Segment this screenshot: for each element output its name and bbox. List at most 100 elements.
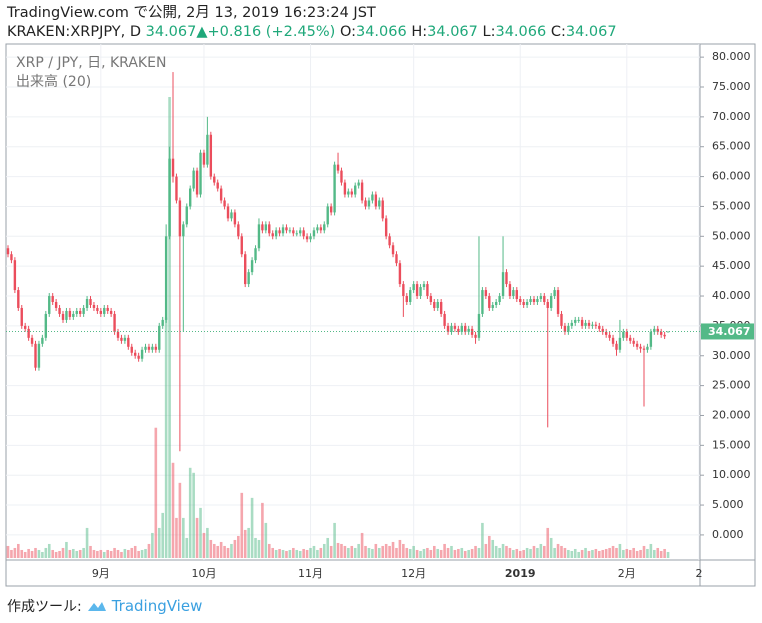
candle-body [608, 334, 611, 338]
volume-bar [188, 467, 192, 558]
candle-body [646, 346, 649, 350]
ohlc-label: O: [339, 24, 356, 40]
candle-body [498, 296, 501, 302]
volume-bar [415, 549, 419, 558]
candle-body [116, 331, 120, 338]
candle-body [409, 290, 412, 302]
volume-bar [553, 547, 556, 558]
volume-bar [237, 535, 240, 558]
volume-bar [216, 545, 220, 558]
volume-bar [147, 543, 151, 558]
candle-body [189, 188, 192, 207]
candle-body [209, 134, 213, 177]
volume-bar [426, 547, 429, 558]
volume-bar [247, 527, 250, 558]
candle-body [412, 284, 415, 291]
candle-body [219, 188, 223, 201]
volume-bar [463, 550, 467, 558]
y-tick-label: 50.000 [712, 229, 751, 242]
candle-body [323, 224, 326, 231]
candle-body [398, 263, 402, 285]
volume-bar [598, 550, 601, 558]
y-tick-label: 65.000 [712, 140, 751, 153]
volume-bar [281, 549, 285, 558]
candle-body [175, 176, 178, 201]
candle-body [161, 319, 164, 326]
candle-body [295, 233, 298, 235]
candle-body [381, 200, 384, 219]
y-tick-label: 40.000 [712, 289, 751, 302]
candle-body [474, 334, 477, 338]
candle-body [178, 200, 182, 237]
candle-body [642, 348, 646, 350]
volume-bar [23, 551, 27, 558]
x-tick-label: 2 [696, 567, 703, 580]
candle-body [34, 343, 37, 368]
volume-bar [178, 482, 182, 558]
candle-body [577, 319, 580, 321]
volume-bar [591, 549, 594, 558]
candle-body [594, 324, 598, 326]
volume-bar [350, 545, 354, 558]
candle-body [268, 224, 271, 234]
volume-bar [560, 545, 563, 558]
y-tick-label: 75.000 [712, 80, 751, 93]
candle-body [44, 313, 48, 338]
volume-bar [567, 549, 570, 558]
volume-bar [295, 549, 299, 558]
volume-bar [20, 549, 24, 558]
volume-bar [622, 549, 625, 558]
volume-bar [27, 548, 30, 558]
y-tick-label: 60.000 [712, 170, 751, 183]
volume-bar [102, 551, 106, 558]
candle-body [546, 302, 549, 308]
candle-body [501, 272, 505, 297]
volume-bar [522, 549, 525, 558]
volume-bar [6, 545, 10, 558]
candle-body [285, 227, 288, 231]
volume-bar [529, 548, 532, 558]
candle-body [13, 260, 17, 291]
candle-body [261, 224, 264, 231]
ohlc-value: 34.067 [565, 24, 617, 40]
candle-body [48, 296, 51, 314]
candle-body [130, 346, 133, 353]
candle-body [326, 206, 329, 225]
candle-body [384, 218, 388, 237]
volume-bar [30, 550, 34, 558]
volume-bar [319, 547, 323, 558]
candle-body [446, 325, 450, 332]
volume-bar [44, 547, 48, 558]
candle-body [429, 296, 433, 302]
candle-body [233, 212, 237, 225]
volume-bar [302, 548, 305, 558]
volume-bar [470, 548, 474, 558]
candle-body [278, 230, 281, 234]
candle-body [556, 290, 560, 314]
candle-body [250, 260, 254, 273]
volume-bar [563, 547, 567, 558]
candle-body [171, 158, 175, 177]
y-tick-label: 15.000 [712, 438, 751, 451]
volume-bar [508, 547, 512, 558]
volume-bar [429, 549, 433, 558]
candle-body [659, 331, 663, 335]
volume-bar [336, 542, 340, 558]
candle-body [415, 284, 419, 297]
volume-bar [206, 527, 209, 558]
candle-body [591, 324, 594, 326]
brand: TradingView [111, 597, 203, 615]
volume-bar [312, 545, 316, 558]
volume-bar [140, 549, 144, 558]
volume-bar [164, 317, 168, 558]
y-tick-label: 0.000 [712, 528, 744, 541]
candle-body [460, 325, 463, 332]
candle-body [309, 236, 312, 240]
volume-bar [639, 549, 642, 558]
volume-bar [450, 545, 453, 558]
volume-bar [202, 532, 206, 558]
volume-bar [254, 537, 257, 558]
volume-bar [453, 549, 457, 558]
candle-body [388, 236, 391, 246]
candle-body [543, 296, 546, 302]
